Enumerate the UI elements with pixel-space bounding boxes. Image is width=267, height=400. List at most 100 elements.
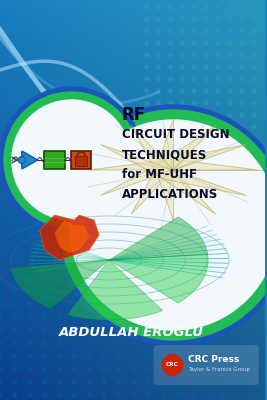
Circle shape [191, 354, 195, 358]
Circle shape [169, 101, 172, 105]
Circle shape [180, 101, 184, 105]
Circle shape [240, 89, 244, 93]
Circle shape [162, 380, 165, 384]
Circle shape [43, 276, 46, 280]
Circle shape [180, 41, 184, 45]
Circle shape [147, 354, 151, 358]
Circle shape [252, 53, 256, 57]
Text: TECHNIQUES: TECHNIQUES [122, 148, 207, 162]
Circle shape [206, 302, 210, 306]
Circle shape [191, 367, 195, 371]
Bar [44, 151, 65, 169]
Polygon shape [89, 159, 258, 170]
Circle shape [169, 29, 172, 33]
Circle shape [145, 53, 148, 57]
Circle shape [58, 354, 61, 358]
Circle shape [0, 367, 2, 371]
Polygon shape [131, 126, 216, 214]
Circle shape [162, 276, 165, 280]
Circle shape [43, 328, 46, 332]
Circle shape [240, 137, 244, 141]
Circle shape [0, 276, 2, 280]
Circle shape [169, 41, 172, 45]
Circle shape [193, 173, 196, 177]
Circle shape [228, 113, 232, 117]
Circle shape [73, 328, 76, 332]
Circle shape [180, 125, 184, 129]
Circle shape [228, 65, 232, 69]
Circle shape [157, 77, 160, 81]
Circle shape [87, 302, 91, 306]
Circle shape [147, 315, 151, 319]
Circle shape [73, 393, 76, 397]
Circle shape [58, 302, 61, 306]
Circle shape [169, 173, 172, 177]
Circle shape [28, 289, 32, 293]
Circle shape [157, 149, 160, 153]
Circle shape [13, 315, 17, 319]
Circle shape [193, 125, 196, 129]
Bar [71, 151, 91, 169]
Circle shape [102, 341, 106, 345]
Circle shape [13, 393, 17, 397]
Circle shape [180, 5, 184, 9]
Circle shape [193, 5, 196, 9]
Circle shape [221, 341, 225, 345]
Circle shape [191, 328, 195, 332]
Circle shape [43, 302, 46, 306]
Circle shape [191, 276, 195, 280]
Circle shape [221, 276, 225, 280]
Circle shape [145, 77, 148, 81]
Circle shape [145, 137, 148, 141]
Circle shape [132, 393, 136, 397]
Circle shape [58, 393, 61, 397]
Circle shape [87, 289, 91, 293]
Circle shape [157, 173, 160, 177]
Circle shape [169, 5, 172, 9]
Circle shape [145, 125, 148, 129]
Circle shape [60, 110, 267, 340]
Circle shape [206, 328, 210, 332]
Circle shape [205, 125, 208, 129]
Circle shape [102, 354, 106, 358]
Text: Taylor & Francis Group: Taylor & Francis Group [188, 366, 250, 372]
Circle shape [206, 367, 210, 371]
Circle shape [73, 341, 76, 345]
Circle shape [0, 289, 2, 293]
Circle shape [252, 77, 256, 81]
Circle shape [117, 328, 121, 332]
Circle shape [147, 393, 151, 397]
Circle shape [216, 149, 220, 153]
Circle shape [205, 41, 208, 45]
Circle shape [216, 29, 220, 33]
Polygon shape [100, 144, 246, 196]
Circle shape [191, 315, 195, 319]
Circle shape [43, 289, 46, 293]
Circle shape [252, 5, 256, 9]
Circle shape [193, 17, 196, 21]
Circle shape [177, 302, 180, 306]
Text: APPLICATIONS: APPLICATIONS [122, 188, 218, 202]
Circle shape [180, 137, 184, 141]
Circle shape [177, 289, 180, 293]
Circle shape [252, 113, 256, 117]
Circle shape [13, 341, 17, 345]
Circle shape [157, 53, 160, 57]
Circle shape [117, 380, 121, 384]
Circle shape [117, 289, 121, 293]
Circle shape [205, 101, 208, 105]
Circle shape [216, 5, 220, 9]
Circle shape [28, 328, 32, 332]
Circle shape [240, 5, 244, 9]
Circle shape [193, 41, 196, 45]
Circle shape [102, 302, 106, 306]
Circle shape [193, 137, 196, 141]
Circle shape [228, 29, 232, 33]
Circle shape [169, 17, 172, 21]
Circle shape [13, 302, 17, 306]
Circle shape [240, 113, 244, 117]
Circle shape [169, 89, 172, 93]
Circle shape [73, 367, 76, 371]
Circle shape [162, 393, 165, 397]
Circle shape [58, 276, 61, 280]
